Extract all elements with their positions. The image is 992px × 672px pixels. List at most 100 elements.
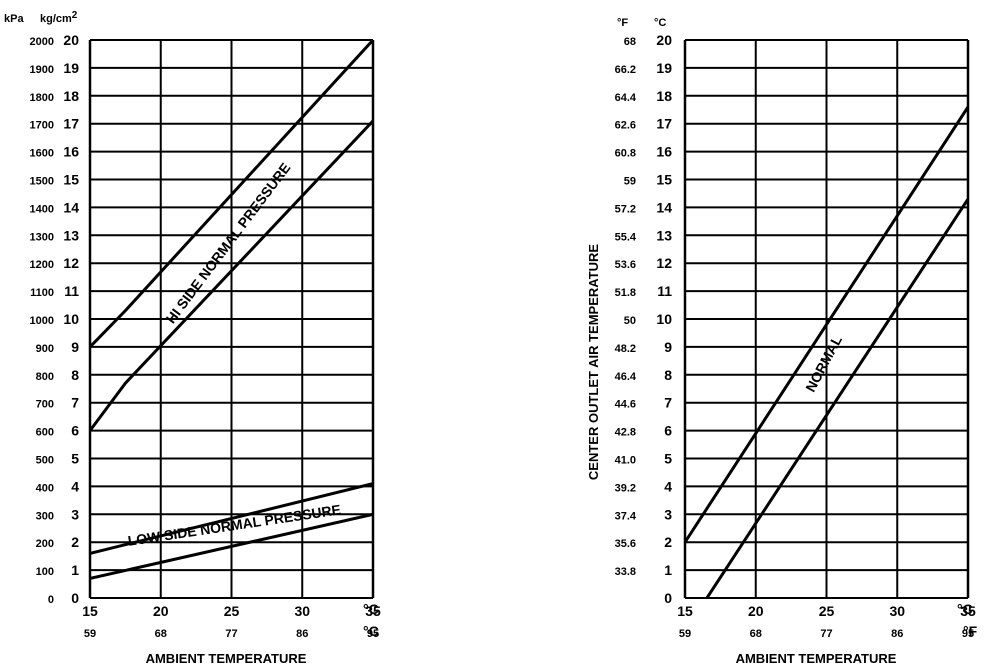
- y-tick-label-celsius: 19: [656, 60, 672, 76]
- y-tick-label-fahrenheit: 50: [624, 315, 636, 327]
- y-tick-label-celsius: 8: [664, 367, 672, 383]
- y-tick-label-fahrenheit: 55.4: [615, 231, 637, 243]
- y-tick-label-kg: 20: [63, 32, 79, 48]
- y-tick-label-kg: 9: [71, 339, 79, 355]
- y-tick-label-celsius: 11: [657, 283, 672, 299]
- y-tick-label-fahrenheit: 66.2: [615, 64, 636, 76]
- y-tick-label-fahrenheit: 51.8: [615, 287, 636, 299]
- y-tick-label-kpa: 900: [36, 343, 54, 355]
- y-tick-label-kg: 12: [63, 255, 79, 271]
- y-tick-label-fahrenheit: 68: [624, 36, 636, 48]
- y-tick-label-celsius: 1: [664, 562, 672, 578]
- y-tick-label-celsius: 13: [656, 227, 672, 243]
- y-tick-label-kpa: 1000: [30, 315, 54, 327]
- x-tick-label: 35: [365, 603, 381, 619]
- x-tick-label: 15: [82, 603, 98, 619]
- x-tick-label-secondary: 68: [155, 628, 167, 640]
- y-tick-label-kpa: 1800: [30, 92, 54, 104]
- y-tick-label-fahrenheit: 42.8: [615, 427, 636, 439]
- y-tick-label-kg: 6: [71, 423, 79, 439]
- y-tick-label-kpa: 1500: [30, 176, 54, 188]
- y-unit-celsius: °C: [654, 17, 666, 29]
- x-unit-primary-right: °C: [957, 601, 973, 617]
- outlet-grid: [683, 39, 970, 599]
- y-tick-label-kpa: 1900: [30, 64, 54, 76]
- y-tick-label-kg: 3: [71, 506, 79, 522]
- y-tick-label-kpa: 500: [36, 455, 54, 467]
- y-tick-label-kpa: 1400: [30, 203, 54, 215]
- y-tick-label-celsius: 17: [656, 116, 672, 132]
- x-tick-label-secondary: 86: [296, 628, 308, 640]
- y-tick-label-kg: 11: [64, 283, 79, 299]
- y-tick-label-kg: 19: [63, 60, 79, 76]
- x-tick-label-secondary: 77: [225, 628, 237, 640]
- y-unit-fahrenheit: °F: [617, 17, 628, 29]
- y-tick-label-fahrenheit: 53.6: [615, 259, 636, 271]
- y-tick-label-kpa: 400: [36, 482, 54, 494]
- y-tick-label-fahrenheit: 62.6: [615, 120, 636, 132]
- y-tick-label-fahrenheit: 46.4: [615, 371, 637, 383]
- y-unit-kpa: kPa: [4, 13, 24, 25]
- x-tick-label-secondary: 86: [891, 628, 903, 640]
- y-tick-label-celsius: 12: [656, 255, 672, 271]
- y-tick-label-kg: 10: [63, 311, 79, 327]
- y-tick-label-celsius: 6: [664, 423, 672, 439]
- y-tick-label-fahrenheit: 39.2: [615, 482, 636, 494]
- y-tick-label-kg: 16: [63, 144, 79, 160]
- x-unit-secondary: °C: [363, 623, 379, 639]
- x-tick-label-secondary: 68: [750, 628, 762, 640]
- y-tick-label-celsius: 3: [664, 506, 672, 522]
- x-tick-label: 15: [677, 603, 693, 619]
- x-tick-label: 30: [889, 603, 905, 619]
- y-tick-label-fahrenheit: 41.0: [615, 455, 636, 467]
- y-tick-label-kpa: 700: [36, 399, 54, 411]
- x-tick-label: 20: [748, 603, 764, 619]
- x-tick-label-secondary: 59: [679, 628, 691, 640]
- x-tick-label: 25: [819, 603, 835, 619]
- x-tick-label: 20: [153, 603, 169, 619]
- y-tick-label-kg: 14: [63, 199, 79, 215]
- y-tick-label-fahrenheit: 59: [624, 176, 636, 188]
- pressure-grid: [88, 39, 375, 599]
- x-tick-label-secondary: 59: [84, 628, 96, 640]
- x-unit-primary: °C: [363, 601, 379, 617]
- band-upper-line: [90, 40, 373, 348]
- y-tick-label-kg: 17: [63, 116, 79, 132]
- y-tick-label-kpa: 300: [36, 510, 54, 522]
- y-tick-label-celsius: 2: [664, 534, 672, 550]
- y-tick-label-kpa: 800: [36, 371, 54, 383]
- x-tick-label: 30: [294, 603, 310, 619]
- y-tick-label-fahrenheit: 44.6: [615, 399, 636, 411]
- x-unit-secondary-right: °F: [963, 623, 978, 639]
- y-unit-kg-cm2: kg/cm2: [40, 10, 78, 25]
- x-axis-title-right: AMBIENT TEMPERATURE: [736, 651, 897, 666]
- y-tick-label-kg: 8: [71, 367, 79, 383]
- y-tick-label-kg: 0: [71, 590, 79, 606]
- y-tick-label-celsius: 20: [656, 32, 672, 48]
- y-tick-label-kg: 13: [63, 227, 79, 243]
- y-tick-label-kg: 15: [63, 172, 79, 188]
- y-tick-label-kpa: 2000: [30, 36, 54, 48]
- y-tick-label-celsius: 18: [656, 88, 672, 104]
- y-tick-label-kg: 7: [71, 395, 79, 411]
- y-tick-label-kg: 4: [71, 478, 79, 494]
- y-tick-label-fahrenheit: 60.8: [615, 148, 636, 160]
- y-tick-label-kpa: 1600: [30, 148, 54, 160]
- y-tick-label-kpa: 100: [36, 566, 54, 578]
- y-tick-label-fahrenheit: 33.8: [615, 566, 636, 578]
- y-tick-label-celsius: 7: [664, 395, 672, 411]
- y-tick-label-kpa: 200: [36, 538, 54, 550]
- hi-side-band-label: HI SIDE NORMAL PRESSURE: [162, 160, 293, 327]
- y-tick-label-kpa: 1300: [30, 231, 54, 243]
- y-tick-label-fahrenheit: 64.4: [615, 92, 637, 104]
- y-tick-label-kpa: 1100: [30, 287, 54, 299]
- y-tick-label-kg: 5: [71, 451, 79, 467]
- y-tick-label-fahrenheit: 37.4: [615, 510, 637, 522]
- x-axis-title: AMBIENT TEMPERATURE: [146, 651, 307, 666]
- y-tick-label-celsius: 16: [656, 144, 672, 160]
- x-tick-label: 35: [960, 603, 976, 619]
